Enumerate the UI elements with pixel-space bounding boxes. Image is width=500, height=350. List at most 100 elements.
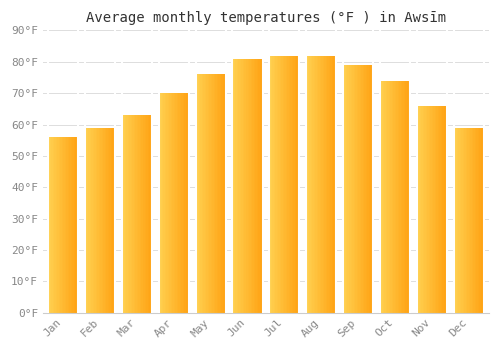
Bar	[90, 128, 91, 313]
Bar	[298, 56, 300, 313]
Bar	[426, 106, 427, 313]
Bar	[278, 56, 280, 313]
Bar	[420, 106, 421, 313]
Bar	[421, 106, 422, 313]
Bar	[158, 93, 160, 313]
Bar	[180, 93, 182, 313]
Bar	[249, 59, 250, 313]
Bar	[60, 137, 62, 313]
Bar	[210, 74, 212, 313]
Bar	[274, 56, 276, 313]
Bar	[76, 137, 77, 313]
Bar	[335, 56, 336, 313]
Bar	[384, 80, 386, 313]
Bar	[416, 106, 418, 313]
Bar	[434, 106, 435, 313]
Bar	[197, 74, 198, 313]
Bar	[221, 74, 222, 313]
Bar	[407, 80, 408, 313]
Bar	[386, 80, 388, 313]
Bar	[288, 56, 289, 313]
Bar	[51, 137, 52, 313]
Bar	[97, 128, 98, 313]
Bar	[196, 74, 197, 313]
Bar	[261, 59, 262, 313]
Bar	[352, 65, 354, 313]
Bar	[308, 56, 309, 313]
Bar	[114, 128, 115, 313]
Bar	[467, 128, 468, 313]
Bar	[242, 59, 243, 313]
Bar	[400, 80, 401, 313]
Bar	[85, 128, 86, 313]
Title: Average monthly temperatures (°F ) in Awsīm: Average monthly temperatures (°F ) in Aw…	[86, 11, 446, 25]
Bar	[461, 128, 462, 313]
Bar	[248, 59, 249, 313]
Bar	[94, 128, 96, 313]
Bar	[343, 65, 344, 313]
Bar	[418, 106, 420, 313]
Bar	[404, 80, 406, 313]
Bar	[383, 80, 384, 313]
Bar	[392, 80, 394, 313]
Bar	[482, 128, 484, 313]
Bar	[209, 74, 210, 313]
Bar	[294, 56, 295, 313]
Bar	[160, 93, 162, 313]
Bar	[427, 106, 428, 313]
Bar	[183, 93, 184, 313]
Bar	[63, 137, 65, 313]
Bar	[350, 65, 352, 313]
Bar	[171, 93, 172, 313]
Bar	[360, 65, 361, 313]
Bar	[96, 128, 97, 313]
Bar	[406, 80, 407, 313]
Bar	[446, 106, 447, 313]
Bar	[206, 74, 208, 313]
Bar	[472, 128, 473, 313]
Bar	[389, 80, 390, 313]
Bar	[280, 56, 281, 313]
Bar	[344, 65, 346, 313]
Bar	[71, 137, 72, 313]
Bar	[131, 115, 132, 313]
Bar	[256, 59, 258, 313]
Bar	[435, 106, 436, 313]
Bar	[184, 93, 186, 313]
Bar	[204, 74, 206, 313]
Bar	[212, 74, 214, 313]
Bar	[358, 65, 360, 313]
Bar	[318, 56, 320, 313]
Bar	[430, 106, 432, 313]
Bar	[146, 115, 148, 313]
Bar	[214, 74, 215, 313]
Bar	[136, 115, 137, 313]
Bar	[218, 74, 220, 313]
Bar	[200, 74, 202, 313]
Bar	[100, 128, 102, 313]
Bar	[140, 115, 141, 313]
Bar	[321, 56, 322, 313]
Bar	[144, 115, 146, 313]
Bar	[315, 56, 316, 313]
Bar	[478, 128, 479, 313]
Bar	[174, 93, 176, 313]
Bar	[70, 137, 71, 313]
Bar	[432, 106, 434, 313]
Bar	[162, 93, 163, 313]
Bar	[134, 115, 136, 313]
Bar	[473, 128, 474, 313]
Bar	[428, 106, 430, 313]
Bar	[62, 137, 63, 313]
Bar	[476, 128, 478, 313]
Bar	[277, 56, 278, 313]
Bar	[402, 80, 404, 313]
Bar	[380, 80, 382, 313]
Bar	[240, 59, 242, 313]
Bar	[422, 106, 424, 313]
Bar	[310, 56, 312, 313]
Bar	[312, 56, 314, 313]
Bar	[188, 93, 189, 313]
Bar	[436, 106, 438, 313]
Bar	[260, 59, 261, 313]
